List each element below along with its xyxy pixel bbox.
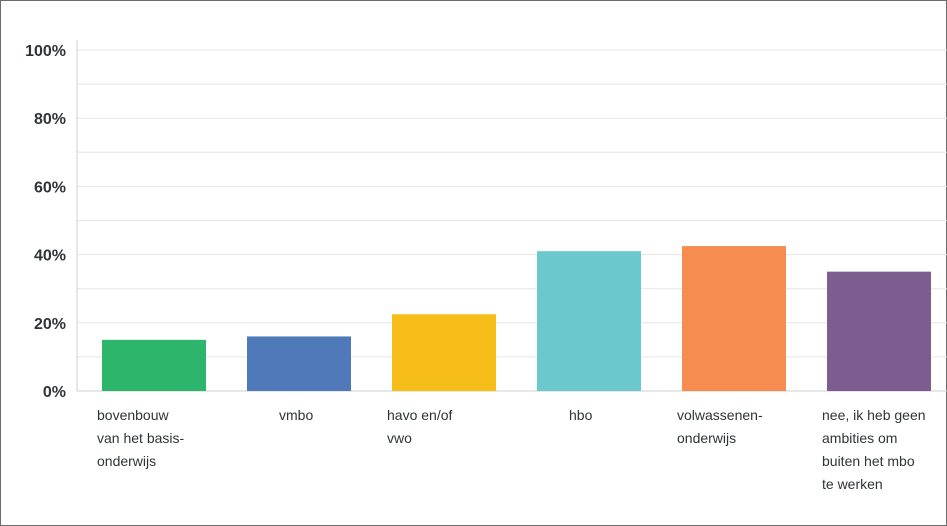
bar bbox=[247, 336, 351, 391]
x-category-label: bovenbouw van het basis-onderwijs bbox=[97, 407, 184, 469]
y-tick-label: 0% bbox=[43, 384, 66, 401]
y-tick-label: 60% bbox=[34, 179, 66, 196]
x-axis-labels: bovenbouw van het basis-onderwijs vmbo havo… bbox=[97, 407, 926, 492]
y-tick-label: 80% bbox=[34, 111, 66, 128]
y-tick-label: 100% bbox=[25, 43, 66, 60]
bar bbox=[827, 271, 931, 391]
bar bbox=[537, 251, 641, 391]
grid-lines bbox=[77, 49, 947, 392]
x-category-label: vmbo bbox=[279, 407, 313, 423]
y-tick-label: 40% bbox=[34, 248, 66, 265]
x-category-label: havo en/of vwo bbox=[387, 407, 452, 446]
bar bbox=[682, 246, 786, 391]
bar bbox=[392, 314, 496, 391]
bars bbox=[102, 246, 931, 391]
y-axis-ticks: 0% 20% 40% 60% 80% 100% bbox=[25, 43, 66, 401]
x-category-label: volwassenen-onderwijs bbox=[677, 407, 763, 446]
bar bbox=[102, 339, 206, 391]
x-category-label: nee, ik heb geen ambities om buiten het mb… bbox=[822, 407, 926, 492]
y-tick-label: 20% bbox=[34, 316, 66, 333]
x-category-label: hbo bbox=[569, 407, 593, 423]
